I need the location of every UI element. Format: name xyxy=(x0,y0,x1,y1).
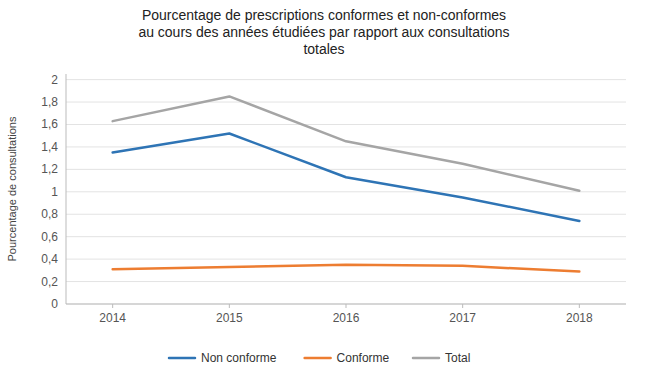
y-tick-label: 0,4 xyxy=(41,252,58,266)
y-tick-label: 2 xyxy=(51,73,58,87)
series-line xyxy=(113,133,580,221)
y-grid xyxy=(66,80,626,304)
x-tick-label: 2015 xyxy=(216,311,243,325)
y-axis-label: Pourcentage de consultations xyxy=(6,116,18,261)
grid-line xyxy=(66,79,626,80)
y-tick-labels: 0 0,2 0,4 0,6 0,8 1 1,2 1,4 1,6 1,8 2 xyxy=(41,73,58,311)
y-tick-label: 0,2 xyxy=(41,275,58,289)
grid-line xyxy=(66,124,626,125)
y-axis-line xyxy=(66,74,67,304)
series-line xyxy=(113,265,580,272)
x-tick xyxy=(579,304,580,308)
grid-line xyxy=(66,236,626,237)
grid-line xyxy=(66,281,626,282)
legend-swatch xyxy=(169,357,195,360)
x-tick-label: 2017 xyxy=(449,311,476,325)
x-tick-labels: 2014 2015 2016 2017 2018 xyxy=(99,304,593,325)
y-tick-label: 0,6 xyxy=(41,230,58,244)
y-tick-label: 0 xyxy=(51,297,58,311)
x-tick-label: 2014 xyxy=(99,311,126,325)
y-tick-label: 1,4 xyxy=(41,140,58,154)
grid-line xyxy=(66,191,626,192)
x-tick xyxy=(112,304,113,308)
legend-label: Total xyxy=(445,351,470,365)
legend-label: Non conforme xyxy=(201,351,277,365)
grid-line xyxy=(66,259,626,260)
grid-line xyxy=(66,169,626,170)
y-tick-label: 1,2 xyxy=(41,162,58,176)
chart-svg: Pourcentage de prescriptions conformes e… xyxy=(0,0,648,380)
plot-area xyxy=(113,96,580,271)
y-tick-label: 1,8 xyxy=(41,95,58,109)
legend-swatch xyxy=(305,357,331,360)
legend-swatch xyxy=(413,357,439,360)
legend: Non conforme Conforme Total xyxy=(169,351,470,365)
y-tick-label: 1 xyxy=(51,185,58,199)
grid-line xyxy=(66,102,626,103)
series-line xyxy=(113,96,580,190)
y-tick-label: 0,8 xyxy=(41,207,58,221)
x-tick xyxy=(229,304,230,308)
y-tick-label: 1,6 xyxy=(41,117,58,131)
x-tick-label: 2016 xyxy=(333,311,360,325)
legend-label: Conforme xyxy=(337,351,390,365)
x-tick-label: 2018 xyxy=(566,311,593,325)
chart-container: Pourcentage de prescriptions conformes e… xyxy=(0,0,648,380)
x-tick xyxy=(346,304,347,308)
chart-title: Pourcentage de prescriptions conformes e… xyxy=(138,7,509,57)
x-tick xyxy=(462,304,463,308)
